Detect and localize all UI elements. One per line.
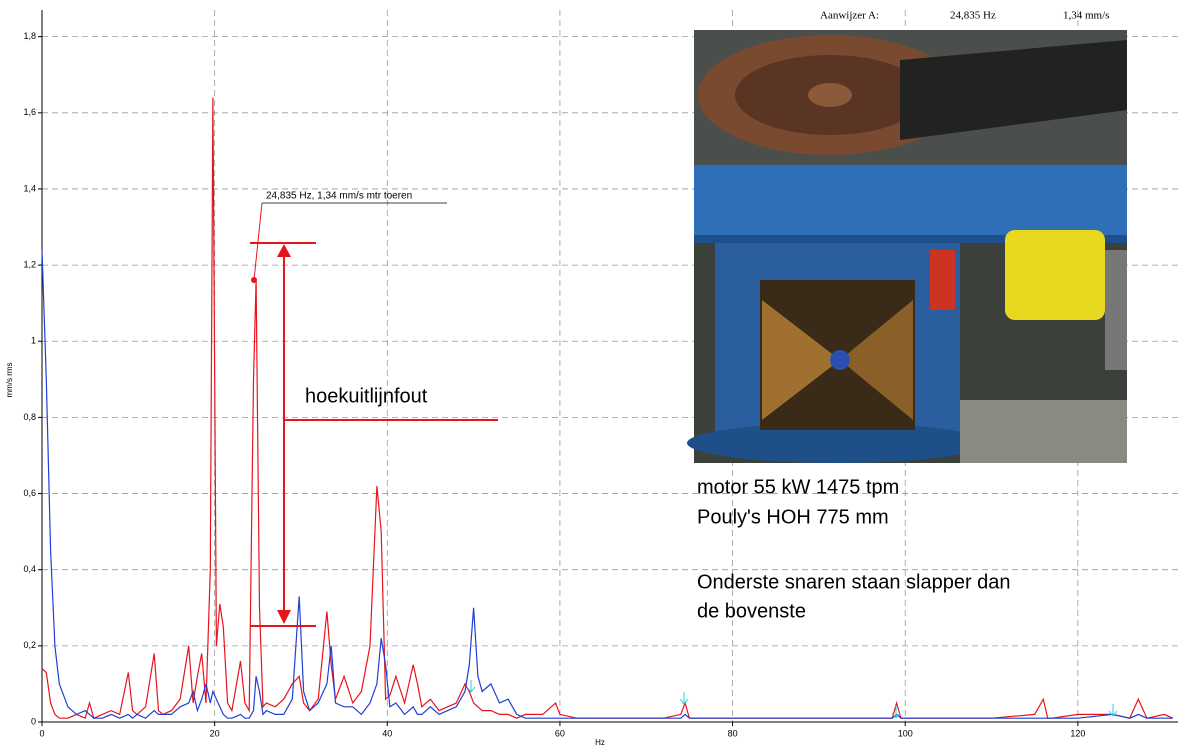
caption-line: motor 55 kW 1475 tpm: [697, 476, 899, 498]
y-tick-label: 1,2: [23, 259, 36, 269]
x-axis-label: Hz: [595, 738, 605, 747]
y-tick-label: 0,8: [23, 412, 36, 422]
x-tick-label: 0: [39, 728, 44, 738]
x-tick-label: 100: [898, 728, 913, 738]
photo-caption: motor 55 kW 1475 tpm Pouly's HOH 775 mm …: [697, 476, 1011, 622]
caption-line: de bovenste: [697, 600, 806, 622]
caption-line: Pouly's HOH 775 mm: [697, 506, 889, 528]
cursor-annotation: 24,835 Hz, 1,34 mm/s mtr toeren: [251, 191, 447, 283]
photo: [687, 30, 1127, 463]
y-tick-label: 0: [31, 716, 36, 726]
x-tick-label: 120: [1070, 728, 1085, 738]
annotation-label: 24,835 Hz, 1,34 mm/s mtr toeren: [266, 191, 412, 202]
caption-line: Onderste snaren staan slapper dan: [697, 571, 1011, 593]
cursor-amplitude: 1,34 mm/s: [1063, 10, 1109, 22]
y-axis-label: mm/s rms: [5, 362, 14, 397]
chart: 0 0,2 0,4 0,6 0,8 1 1,2 1,4 1,6 1,8 0 20 40 60 80 100 12…: [0, 0, 1191, 751]
x-tick-label: 40: [382, 728, 392, 738]
cursor-label: Aanwijzer A:: [820, 10, 879, 22]
y-tick-label: 0,6: [23, 488, 36, 498]
y-tick-label: 0,2: [23, 640, 36, 650]
y-tick-label: 1,8: [23, 31, 36, 41]
y-tick-label: 1,4: [23, 183, 36, 193]
y-tick-label: 1: [31, 336, 36, 346]
x-tick-label: 80: [728, 728, 738, 738]
fault-arrow: hoekuitlijnfout: [250, 243, 498, 626]
x-tick-label: 60: [555, 728, 565, 738]
y-tick-label: 1,6: [23, 107, 36, 117]
cursor-frequency: 24,835 Hz: [950, 10, 996, 22]
cursor-readout: Aanwijzer A: 24,835 Hz 1,34 mm/s: [820, 10, 1109, 22]
y-tick-label: 0,4: [23, 564, 36, 574]
harmonic-cursors: [467, 680, 1117, 718]
x-tick-label: 20: [210, 728, 220, 738]
annotation-label: hoekuitlijnfout: [305, 385, 428, 407]
